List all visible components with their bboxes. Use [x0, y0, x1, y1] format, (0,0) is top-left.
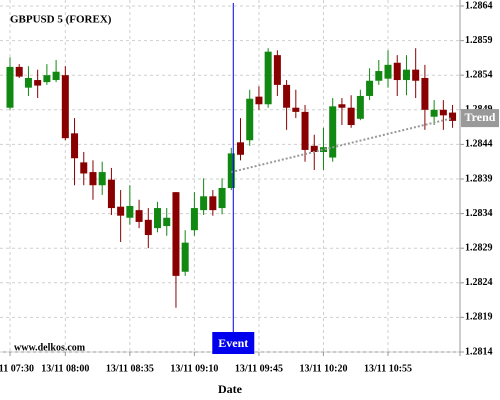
x-tick-label: 13/11 10:20: [299, 363, 347, 374]
candle-body: [209, 196, 217, 211]
candle-body: [338, 104, 346, 108]
trend-line: [231, 117, 453, 174]
candle-body: [421, 77, 429, 110]
x-tick-label: 13/11 09:10: [170, 363, 218, 374]
candle-body: [89, 172, 97, 186]
candle-body: [402, 69, 410, 81]
candle-body: [227, 153, 235, 188]
candle-body: [283, 84, 291, 108]
candle-body: [255, 96, 263, 105]
candle-body: [107, 179, 115, 209]
candle-body: [163, 217, 171, 227]
candle-body: [218, 187, 226, 209]
y-tick-label: 1.2814: [465, 346, 493, 357]
candle-body: [246, 98, 254, 141]
chart-title: GBPUSD 5 (FOREX): [10, 14, 112, 26]
candle-body: [292, 107, 300, 112]
y-tick-label: 1.2829: [465, 242, 493, 253]
candle-body: [172, 192, 180, 276]
candle-body: [154, 208, 162, 229]
candle-body: [375, 71, 383, 81]
candle-body: [356, 95, 364, 119]
y-tick-label: 1.2854: [465, 69, 493, 80]
x-axis-label: Date: [218, 382, 243, 396]
candle-body: [15, 66, 23, 77]
candle-body: [393, 62, 401, 81]
candle-body: [273, 55, 281, 85]
candle-body: [190, 208, 198, 231]
y-tick-label: 1.2859: [465, 35, 493, 46]
y-tick-label: 1.2834: [465, 208, 493, 219]
x-tick-label: 13/11 07:30: [0, 363, 34, 374]
candle-body: [366, 80, 374, 96]
candle-body: [449, 112, 457, 121]
candle-body: [412, 69, 420, 81]
event-label: Event: [218, 336, 248, 350]
y-tick-label: 1.2844: [465, 139, 493, 150]
candle-body: [126, 205, 134, 218]
candle-body: [117, 206, 125, 216]
candle-body: [144, 219, 152, 236]
candle-body: [319, 147, 327, 153]
candle-body: [61, 75, 69, 139]
y-tick-label: 1.2839: [465, 173, 493, 184]
y-tick-label: 1.2824: [465, 277, 493, 288]
candle-body: [430, 109, 438, 117]
candle-body: [6, 66, 14, 108]
candle-body: [301, 111, 309, 150]
watermark: www.delkos.com: [14, 342, 86, 353]
candle-body: [329, 106, 337, 158]
candle-body: [24, 77, 32, 88]
x-tick-label: 13/11 10:55: [364, 363, 412, 374]
x-tick-label: 13/11 08:35: [106, 363, 154, 374]
candle-body: [310, 145, 318, 153]
y-tick-label: 1.2819: [465, 312, 493, 323]
candle-body: [34, 80, 42, 86]
trend-label: Trend: [465, 110, 496, 124]
x-tick-label: 13/11 08:00: [41, 363, 89, 374]
candle-body: [200, 196, 208, 211]
trend-tag: [461, 109, 499, 128]
candle-body: [237, 142, 244, 155]
x-tick-label: 13/11 09:45: [235, 363, 283, 374]
y-tick-label: 1.2864: [465, 0, 493, 11]
candle-body: [264, 51, 272, 105]
candle-body: [98, 172, 106, 186]
candle-body: [80, 162, 88, 174]
candle-body: [439, 109, 447, 116]
candle-body: [43, 75, 51, 83]
candle-body: [52, 71, 60, 81]
candle-body: [181, 242, 189, 272]
candle-body: [135, 210, 143, 222]
candle-body: [384, 64, 392, 79]
candle-body: [347, 107, 355, 126]
candle-body: [71, 133, 79, 159]
event-tag: [212, 332, 255, 354]
